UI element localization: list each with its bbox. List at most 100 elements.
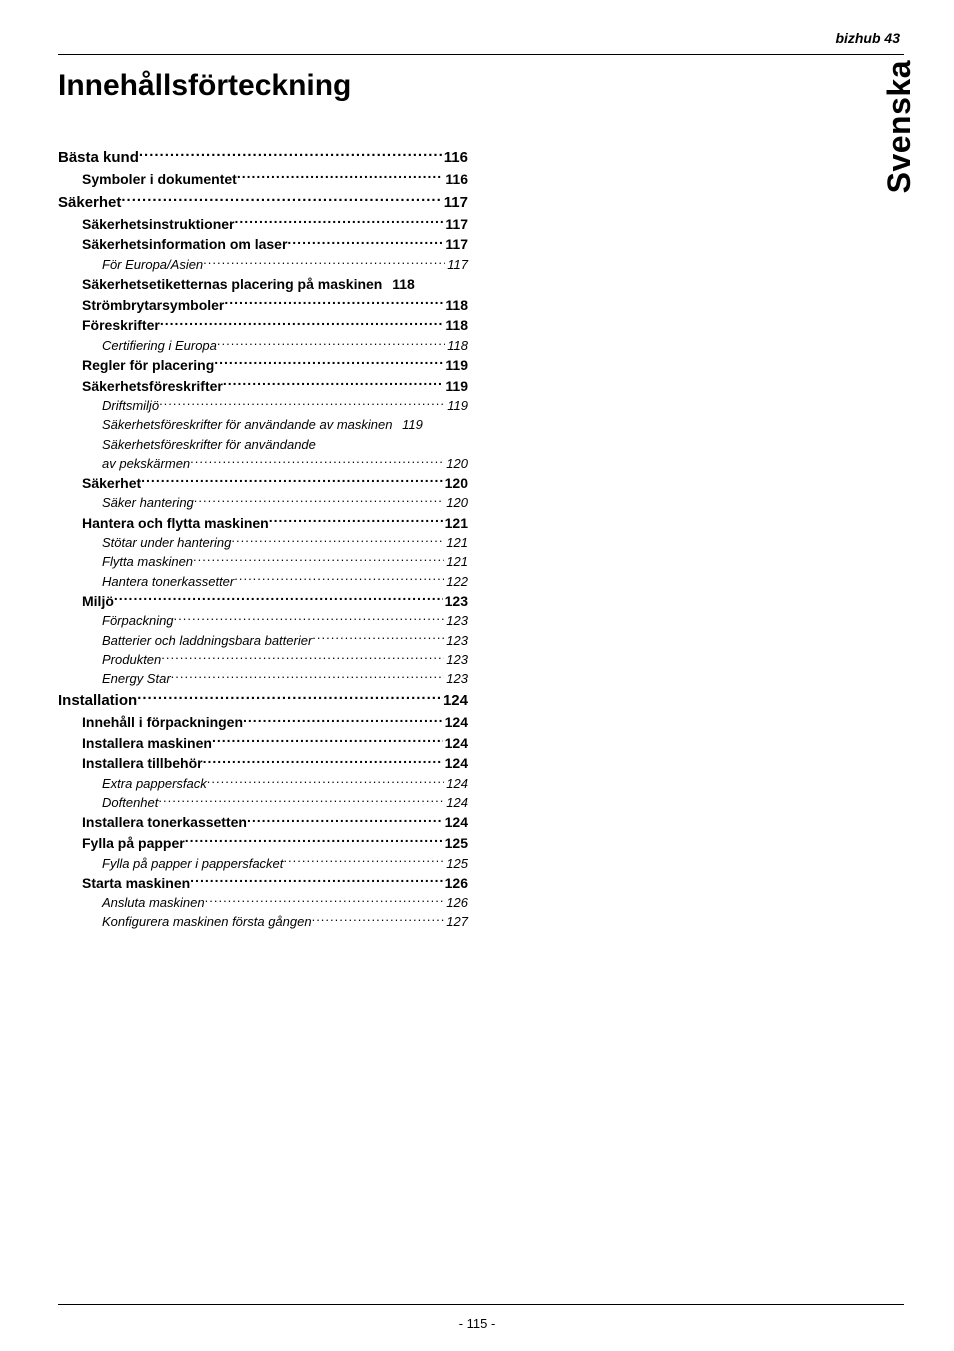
- toc-page: 119: [445, 397, 468, 415]
- toc-entry: Stötar under hantering121: [58, 534, 468, 552]
- toc-leader: [224, 296, 443, 310]
- toc-entry: Doftenhet124: [58, 794, 468, 812]
- toc-page: 124: [444, 794, 468, 812]
- toc-page: 127: [444, 913, 468, 931]
- toc-entry: Installera maskinen124: [58, 734, 468, 754]
- toc-leader: [158, 794, 444, 807]
- toc-entry: Strömbrytarsymboler 118: [58, 296, 468, 316]
- toc-page: 123: [444, 632, 468, 650]
- toc-label: Starta maskinen: [82, 874, 190, 894]
- page-number: - 115 -: [0, 1316, 954, 1331]
- toc-entry: Energy Star123: [58, 670, 468, 688]
- toc-leader: [237, 170, 444, 184]
- toc-page: 119: [443, 377, 468, 397]
- toc-page: 116: [442, 147, 468, 168]
- table-of-contents: Bästa kund116Symboler i dokumentet116Säk…: [58, 147, 468, 932]
- toc-entry: Konfigurera maskinen första gången127: [58, 913, 468, 931]
- toc-page: 120: [443, 474, 468, 494]
- toc-leader: [193, 553, 444, 566]
- toc-entry: Extra pappersfack 124: [58, 775, 468, 793]
- toc-page: 124: [444, 775, 468, 793]
- toc-entry: Miljö 123: [58, 592, 468, 612]
- toc-entry: Symboler i dokumentet116: [58, 170, 468, 190]
- toc-label: Säkerhet: [58, 192, 121, 213]
- toc-leader: [269, 514, 443, 528]
- toc-leader: [235, 215, 444, 229]
- toc-leader: [141, 474, 442, 488]
- toc-label: Hantera tonerkassetter: [102, 573, 234, 591]
- toc-entry: Ansluta maskinen126: [58, 894, 468, 912]
- toc-entry: Bästa kund 116: [58, 147, 468, 168]
- toc-leader: [217, 337, 445, 350]
- toc-label: Miljö: [82, 592, 114, 612]
- toc-leader: [234, 573, 444, 586]
- toc-leader: [190, 455, 444, 468]
- toc-label: Säkerhet: [82, 474, 141, 494]
- toc-leader: [243, 713, 443, 727]
- toc-page: 122: [444, 573, 468, 591]
- toc-page: 116: [443, 170, 468, 190]
- toc-entry: Säkerhetsföreskrifter 119: [58, 377, 468, 397]
- toc-leader: [231, 534, 444, 547]
- toc-leader: [161, 651, 444, 664]
- toc-label: Hantera och flytta maskinen: [82, 514, 269, 534]
- toc-leader: [312, 632, 444, 645]
- toc-leader: [247, 813, 443, 827]
- toc-entry: Säkerhetsföreskrifter för användande: [58, 436, 468, 454]
- toc-page: 120: [444, 455, 468, 473]
- toc-label: Strömbrytarsymboler: [82, 296, 224, 316]
- toc-entry: Förpackning123: [58, 612, 468, 630]
- toc-label: av pekskärmen: [102, 455, 190, 473]
- toc-leader: [160, 316, 444, 330]
- toc-page: 117: [443, 235, 468, 255]
- toc-entry: Installera tonerkassetten 124: [58, 813, 468, 833]
- toc-page: 124: [441, 690, 468, 711]
- toc-entry: Föreskrifter 118: [58, 316, 468, 336]
- toc-page: 119: [443, 356, 468, 376]
- toc-page: 118: [443, 316, 468, 336]
- toc-page: 124: [443, 813, 468, 833]
- toc-leader: [203, 754, 443, 768]
- toc-entry: Certifiering i Europa118: [58, 337, 468, 355]
- toc-entry: Säkerhet117: [58, 192, 468, 213]
- toc-page: 124: [443, 734, 468, 754]
- toc-entry: Regler för placering119: [58, 356, 468, 376]
- toc-label: Flytta maskinen: [102, 553, 193, 571]
- toc-label: Säkerhetsetiketternas placering på maski…: [82, 275, 386, 295]
- toc-entry: Installation124: [58, 690, 468, 711]
- toc-leader: [159, 397, 445, 410]
- toc-entry: Säker hantering120: [58, 494, 468, 512]
- toc-entry: Flytta maskinen 121: [58, 553, 468, 571]
- toc-page: 121: [443, 514, 468, 534]
- toc-leader: [205, 894, 445, 907]
- toc-page: 123: [443, 592, 468, 612]
- toc-label: Installera tonerkassetten: [82, 813, 247, 833]
- toc-page: 121: [444, 553, 468, 571]
- toc-label: Bästa kund: [58, 147, 139, 168]
- toc-leader: [283, 855, 444, 868]
- toc-entry: Batterier och laddningsbara batterier123: [58, 632, 468, 650]
- toc-leader: [139, 147, 442, 162]
- toc-page: 124: [443, 713, 468, 733]
- toc-label: Säkerhetsföreskrifter: [82, 377, 223, 397]
- toc-entry: Säkerhetsinformation om laser 117: [58, 235, 468, 255]
- toc-leader: [312, 913, 445, 926]
- toc-label: Föreskrifter: [82, 316, 160, 336]
- toc-page: 118: [443, 296, 468, 316]
- toc-leader: [190, 874, 442, 888]
- toc-page: 126: [444, 894, 468, 912]
- language-side-tab: Svenska: [881, 60, 918, 193]
- toc-page: 125: [444, 855, 468, 873]
- toc-page: 118: [390, 275, 415, 295]
- toc-label: Extra pappersfack: [102, 775, 207, 793]
- toc-page: 125: [443, 834, 468, 854]
- toc-leader: [212, 734, 443, 748]
- toc-leader: [185, 834, 443, 848]
- toc-entry: Starta maskinen126: [58, 874, 468, 894]
- toc-label: Säkerhetsföreskrifter för användande: [102, 436, 316, 454]
- toc-entry: Säkerhetsetiketternas placering på maski…: [58, 275, 468, 295]
- toc-entry: Säkerhetsinstruktioner117: [58, 215, 468, 235]
- toc-entry: Säkerhetsföreskrifter för användande av …: [58, 416, 468, 434]
- toc-label: Säkerhetsinformation om laser: [82, 235, 287, 255]
- toc-label: Förpackning: [102, 612, 174, 630]
